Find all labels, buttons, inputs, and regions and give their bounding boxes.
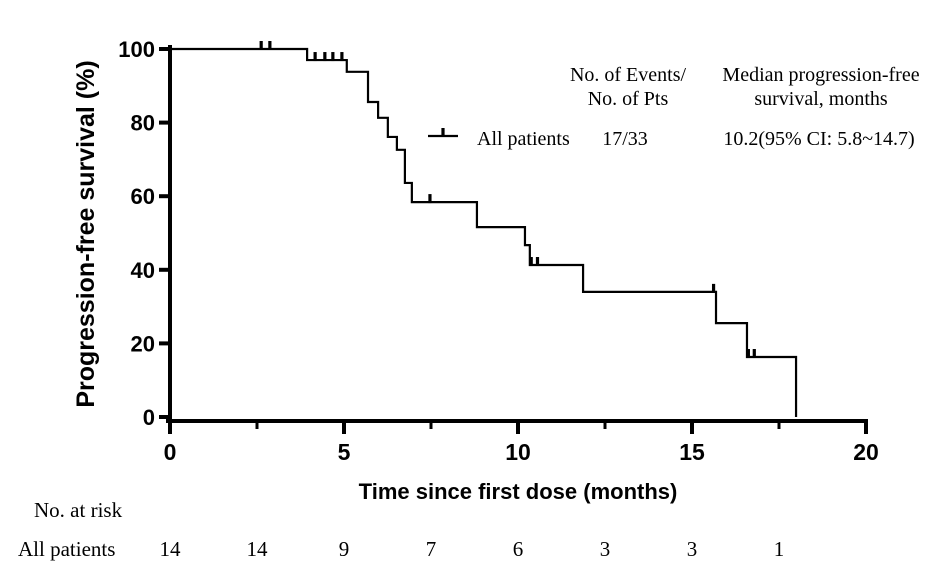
- at-risk-count: 14: [246, 537, 268, 561]
- at-risk-count: 3: [686, 537, 698, 561]
- at-risk-count: 1: [773, 537, 785, 561]
- axis-tick-label: 0: [143, 405, 155, 430]
- at-risk-count: 7: [425, 537, 437, 561]
- x-axis-title: Time since first dose (months): [358, 479, 678, 504]
- at-risk-count: 9: [338, 537, 350, 561]
- at-risk-count: 3: [599, 537, 611, 561]
- legend-events-header: No. of Events/ No. of Pts: [569, 64, 687, 110]
- axis-tick-label: 40: [131, 258, 155, 283]
- axis-tick-label: 0: [164, 439, 177, 465]
- legend-median-value: 10.2(95% CI: 5.8~14.7): [723, 128, 915, 150]
- legend-median-header: Median progression-free survival, months: [722, 64, 920, 110]
- axis-tick-label: 5: [338, 439, 351, 465]
- at-risk-row-label: All patients: [18, 537, 116, 561]
- axis-tick-label: 60: [131, 184, 155, 209]
- axis-tick-label: 10: [505, 439, 531, 465]
- y-axis-title: Progression-free survival (%): [72, 60, 100, 408]
- axis-tick-label: 20: [853, 439, 879, 465]
- km-plot-canvas: 0 20 40 60 80 100 0 5 10 15 20: [118, 37, 879, 465]
- legend-events-value: 17/33: [602, 128, 648, 150]
- at-risk-count: 6: [512, 537, 524, 561]
- km-curve: [170, 47, 798, 417]
- legend-series-label: All patients: [477, 128, 570, 150]
- at-risk-count: 14: [159, 537, 181, 561]
- axis-tick-label: 15: [679, 439, 705, 465]
- axis-tick-label: 20: [131, 331, 155, 356]
- at-risk-title: No. at risk: [34, 498, 123, 522]
- axis-tick-label: 100: [118, 37, 155, 62]
- axis-tick-label: 80: [131, 111, 155, 136]
